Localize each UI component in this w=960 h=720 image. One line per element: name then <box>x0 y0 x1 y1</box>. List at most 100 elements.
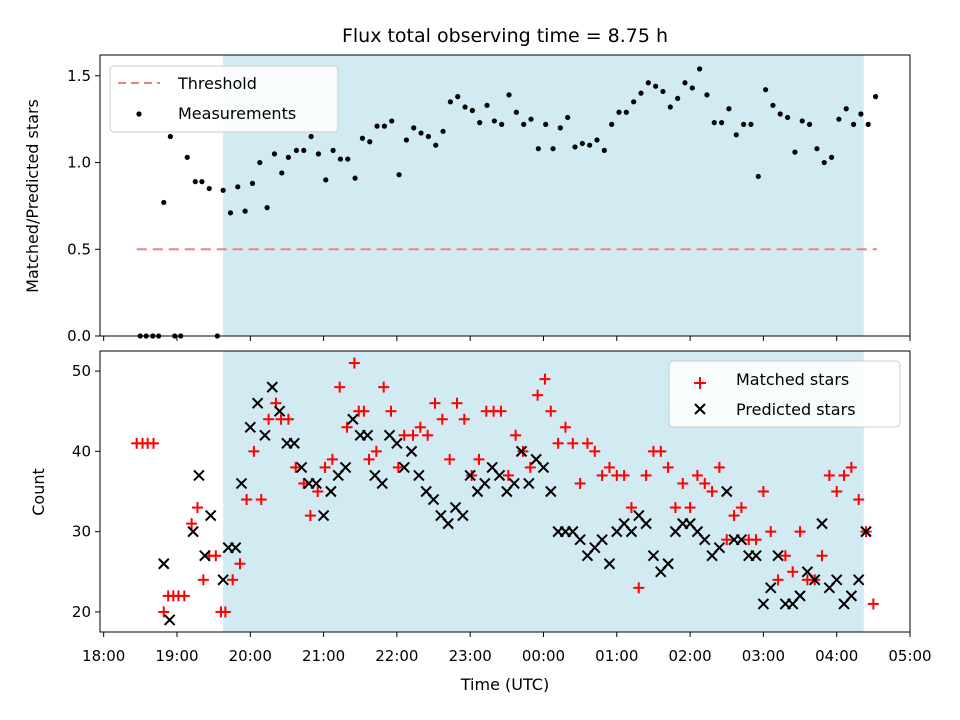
measurement-point <box>411 125 417 131</box>
matched-star-point <box>466 469 478 481</box>
predicted-star-point <box>204 509 217 522</box>
predicted-star-point <box>457 509 469 522</box>
matched-star-point <box>794 526 806 538</box>
matched-star-point <box>326 453 338 465</box>
x-axis-label: Time (UTC) <box>460 675 549 694</box>
matched-star-point <box>735 502 747 514</box>
measurement-point <box>345 156 351 162</box>
predicted-star-point <box>479 477 491 490</box>
matched-star-point <box>234 558 246 570</box>
measurement-point <box>285 154 291 160</box>
measurement-point <box>418 130 424 136</box>
matched-star-point <box>574 477 586 489</box>
matched-star-point <box>545 405 557 417</box>
measurement-point <box>469 107 475 114</box>
predicted-star-point <box>625 525 638 538</box>
predicted-star-point <box>187 525 199 538</box>
predicted-star-point <box>772 550 784 562</box>
predicted-star-point <box>325 485 337 498</box>
measurement-point <box>719 120 725 126</box>
predicted-star-point <box>398 461 410 474</box>
matched-star-point <box>298 477 310 489</box>
bottom-panel: 20 30 40 50 18:00 19:00 20:00 21:00 22:00 23:00 0… <box>29 350 932 694</box>
bottom-x-tick-label: 00:00 <box>522 647 565 665</box>
measurement-point <box>645 80 651 86</box>
measurement-point <box>748 121 754 127</box>
legend-predicted-label: Predicted stars <box>736 400 856 419</box>
measurement-point <box>359 135 366 141</box>
measurement-point <box>667 104 673 110</box>
measurement-point <box>550 146 556 152</box>
measurement-point <box>528 116 534 122</box>
bottom-x-tick-label: 05:00 <box>888 647 931 665</box>
predicted-star-point <box>376 477 388 490</box>
predicted-star-point <box>830 574 843 586</box>
measurement-point <box>587 142 593 148</box>
measurement-point <box>513 109 519 115</box>
predicted-star-point <box>317 509 330 522</box>
measurement-point <box>455 94 461 100</box>
bottom-y-tick-label: 20 <box>72 603 91 621</box>
top-y-tick-label: 0.5 <box>67 240 91 258</box>
matched-star-point <box>414 421 426 433</box>
matched-star-point <box>304 510 316 522</box>
predicted-star-point <box>816 517 828 530</box>
predicted-star-point <box>574 533 586 546</box>
predicted-star-point <box>721 485 733 498</box>
matched-star-point <box>728 510 740 522</box>
predicted-star-point <box>537 461 550 474</box>
measurement-point <box>792 149 798 155</box>
bottom-y-tick-label: 40 <box>72 442 91 460</box>
measurement-point <box>330 147 336 154</box>
matched-star-point <box>227 574 239 586</box>
predicted-star-point <box>251 397 264 409</box>
bottom-y-tick-label: 50 <box>72 362 91 380</box>
legend-matched-label: Matched stars <box>736 370 849 389</box>
predicted-star-point <box>699 533 711 546</box>
predicted-star-point <box>163 614 176 626</box>
matched-star-point <box>241 494 253 506</box>
measurement-point <box>506 92 512 98</box>
measurement-point <box>396 172 402 178</box>
matched-star-point <box>684 502 696 514</box>
measurement-point <box>653 83 659 89</box>
predicted-star-point <box>545 485 557 498</box>
measurement-point <box>675 95 681 101</box>
predicted-star-point <box>217 574 229 586</box>
measurement-point <box>462 104 468 110</box>
predicted-star-point <box>273 405 286 417</box>
matched-star-point <box>186 518 198 530</box>
bottom-x-tick-label: 23:00 <box>449 647 492 665</box>
predicted-star-point <box>259 429 271 442</box>
predicted-star-point <box>493 469 506 482</box>
measurement-point <box>660 88 666 95</box>
measurement-point <box>167 133 173 140</box>
measurement-point <box>308 133 314 140</box>
predicted-star-point <box>662 558 674 570</box>
bottom-x-tick-label: 20:00 <box>229 647 272 665</box>
measurement-point <box>726 106 732 112</box>
matched-star-point <box>148 437 160 449</box>
measurement-point <box>806 121 813 127</box>
measurement-point <box>814 146 820 152</box>
measurement-point <box>249 180 256 186</box>
measurement-point <box>352 175 358 181</box>
predicted-star-point <box>266 381 278 393</box>
measurement-point <box>741 121 747 127</box>
matched-star-point <box>334 381 346 393</box>
predicted-star-point <box>596 533 608 546</box>
bottom-x-tick-label: 18:00 <box>82 647 125 665</box>
measurement-point <box>220 187 226 193</box>
measurement-point <box>433 142 439 148</box>
matched-star-point <box>750 534 762 546</box>
measurement-point <box>784 114 791 121</box>
matched-star-point <box>219 606 231 618</box>
measurement-point <box>682 80 688 86</box>
matched-star-point <box>385 405 397 417</box>
measurement-point <box>367 139 373 145</box>
bottom-x-tick-label: 04:00 <box>815 647 858 665</box>
matched-star-point <box>532 389 544 401</box>
predicted-star-point <box>244 421 256 433</box>
matched-star-point <box>191 502 203 514</box>
predicted-star-point <box>442 517 454 530</box>
